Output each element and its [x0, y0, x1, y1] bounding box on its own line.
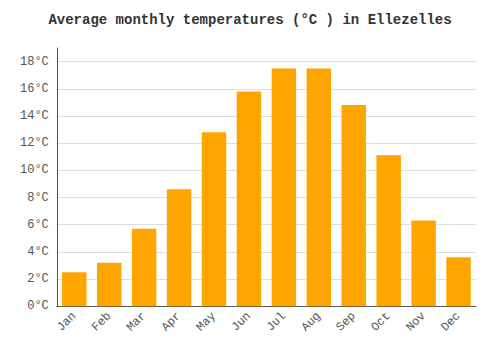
svg-text:8°C: 8°C	[27, 191, 49, 205]
svg-text:Nov: Nov	[403, 309, 428, 334]
svg-text:16°C: 16°C	[20, 82, 49, 96]
svg-text:10°C: 10°C	[20, 163, 49, 177]
svg-text:Feb: Feb	[89, 309, 114, 334]
svg-text:Jul: Jul	[264, 309, 289, 334]
svg-text:Jun: Jun	[229, 309, 254, 334]
svg-text:18°C: 18°C	[20, 55, 49, 69]
svg-text:Average monthly temperatures (: Average monthly temperatures (°C ) in El…	[48, 12, 451, 28]
svg-text:0°C: 0°C	[27, 299, 49, 313]
svg-text:14°C: 14°C	[20, 109, 49, 123]
svg-text:Dec: Dec	[438, 309, 463, 334]
svg-text:Sep: Sep	[334, 309, 359, 334]
svg-text:12°C: 12°C	[20, 136, 49, 150]
svg-text:Mar: Mar	[124, 309, 149, 334]
svg-text:Aug: Aug	[299, 309, 324, 334]
svg-text:4°C: 4°C	[27, 245, 49, 259]
svg-text:Apr: Apr	[159, 309, 184, 334]
svg-text:Jan: Jan	[54, 309, 79, 334]
svg-text:2°C: 2°C	[27, 272, 49, 286]
svg-text:May: May	[194, 309, 219, 334]
svg-text:6°C: 6°C	[27, 218, 49, 232]
svg-text:Oct: Oct	[368, 309, 393, 334]
